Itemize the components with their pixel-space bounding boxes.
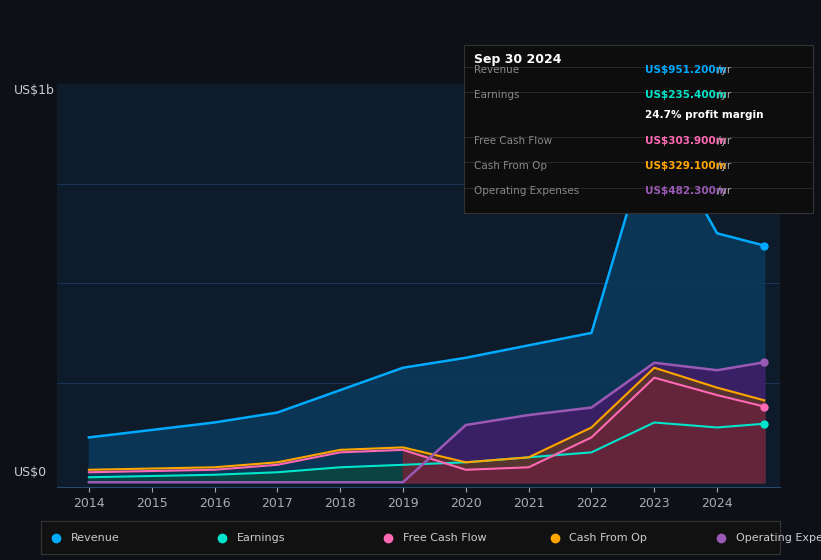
Text: /yr: /yr <box>714 90 732 100</box>
Text: US$303.900m: US$303.900m <box>645 136 727 146</box>
Text: Cash From Op: Cash From Op <box>475 161 548 171</box>
Text: /yr: /yr <box>714 136 732 146</box>
Text: Revenue: Revenue <box>475 65 520 75</box>
Text: Operating Expenses: Operating Expenses <box>475 186 580 196</box>
Text: Sep 30 2024: Sep 30 2024 <box>475 53 562 66</box>
Text: US$951.200m: US$951.200m <box>645 65 727 75</box>
Text: Operating Expenses: Operating Expenses <box>736 533 821 543</box>
Text: US$1b: US$1b <box>14 84 55 97</box>
Text: US$329.100m: US$329.100m <box>645 161 727 171</box>
Text: Revenue: Revenue <box>71 533 119 543</box>
Text: Cash From Op: Cash From Op <box>570 533 647 543</box>
Text: 24.7% profit margin: 24.7% profit margin <box>645 110 764 120</box>
Text: Free Cash Flow: Free Cash Flow <box>403 533 487 543</box>
Text: US$0: US$0 <box>14 466 48 479</box>
Text: Earnings: Earnings <box>475 90 520 100</box>
Text: US$235.400m: US$235.400m <box>645 90 727 100</box>
Text: /yr: /yr <box>714 161 732 171</box>
Text: US$482.300m: US$482.300m <box>645 186 727 196</box>
Text: Earnings: Earnings <box>236 533 286 543</box>
Text: /yr: /yr <box>714 186 732 196</box>
Text: Free Cash Flow: Free Cash Flow <box>475 136 553 146</box>
Text: /yr: /yr <box>714 65 732 75</box>
